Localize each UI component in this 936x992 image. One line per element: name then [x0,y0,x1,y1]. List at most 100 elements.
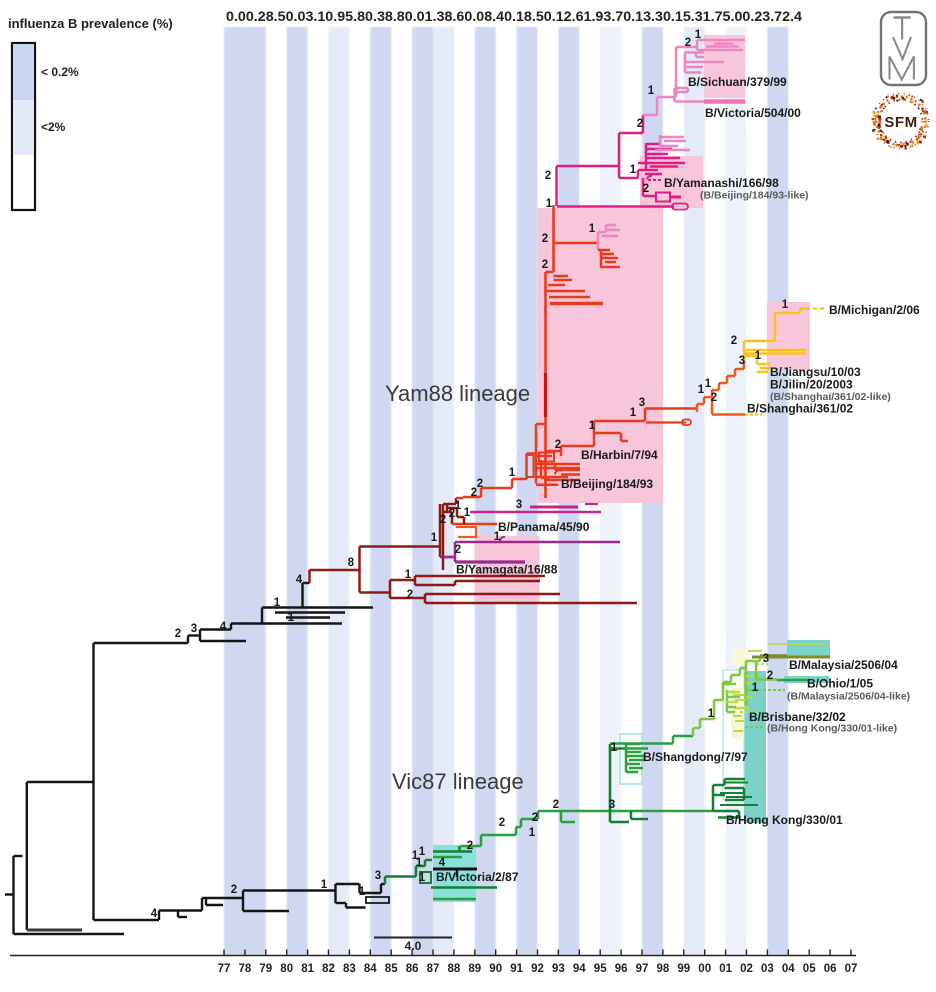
svg-text:81: 81 [301,963,314,975]
svg-text:1: 1 [630,407,637,419]
svg-text:1: 1 [431,532,438,544]
svg-text:8: 8 [348,557,355,569]
svg-text:0.00.28.50.03.10.95.80.38.80.0: 0.00.28.50.03.10.95.80.38.80.01.38.60.08… [226,8,802,24]
svg-text:79: 79 [259,963,272,975]
svg-text:3: 3 [739,355,745,367]
svg-text:1: 1 [321,879,328,891]
svg-text:4: 4 [296,574,303,586]
svg-text:85: 85 [385,963,398,975]
svg-text:1: 1 [782,299,789,311]
svg-text:05: 05 [803,963,816,975]
svg-text:91: 91 [510,963,523,975]
svg-text:2: 2 [637,118,643,130]
svg-text:1: 1 [455,500,462,512]
svg-text:3: 3 [639,397,645,409]
svg-text:1: 1 [405,569,412,581]
svg-text:B/Yamanashi/166/98: B/Yamanashi/166/98 [664,176,779,190]
svg-text:2: 2 [685,37,691,49]
svg-text:1: 1 [509,467,516,479]
svg-text:1: 1 [705,378,712,390]
svg-text:2: 2 [542,259,548,271]
svg-text:99: 99 [677,963,690,975]
svg-text:4.0: 4.0 [405,939,422,953]
svg-text:86: 86 [406,963,419,975]
svg-text:B/Harbin/7/94: B/Harbin/7/94 [581,448,658,462]
svg-text:2: 2 [471,487,477,499]
svg-text:3: 3 [609,799,615,811]
svg-text:< 0.2%: < 0.2% [41,65,79,79]
svg-text:95: 95 [594,963,607,975]
svg-text:2: 2 [499,817,505,829]
svg-text:96: 96 [615,963,628,975]
svg-text:4: 4 [220,621,227,633]
svg-text:B/Beijing/184/93: B/Beijing/184/93 [561,477,653,491]
svg-text:1: 1 [698,384,705,396]
svg-text:84: 84 [364,963,377,975]
svg-text:B/Michigan/2/06: B/Michigan/2/06 [829,303,920,317]
svg-text:1: 1 [589,223,596,235]
svg-text:1: 1 [752,682,759,694]
svg-text:(B/Hong Kong/330/01-like): (B/Hong Kong/330/01-like) [767,723,897,735]
svg-text:B/Ohio/1/05: B/Ohio/1/05 [807,677,873,691]
svg-text:2: 2 [467,840,473,852]
svg-text:1: 1 [546,198,553,210]
svg-text:3: 3 [516,499,522,511]
svg-text:3: 3 [191,623,197,635]
svg-text:B/Victoria/2/87: B/Victoria/2/87 [436,870,519,884]
svg-text:80: 80 [280,963,293,975]
svg-text:1: 1 [359,886,366,898]
svg-text:78: 78 [239,963,252,975]
svg-text:1: 1 [589,420,596,432]
svg-text:(B/Malaysia/2506/04-like): (B/Malaysia/2506/04-like) [787,691,910,703]
svg-text:83: 83 [343,963,356,975]
svg-text:B/Jilin/20/2003: B/Jilin/20/2003 [770,378,853,392]
svg-text:2: 2 [555,439,561,451]
svg-text:4: 4 [439,857,446,869]
svg-text:B/Panama/45/90: B/Panama/45/90 [498,520,590,534]
svg-text:4: 4 [151,908,158,920]
svg-text:01: 01 [719,963,732,975]
svg-text:2: 2 [731,335,737,347]
svg-text:1: 1 [755,350,762,362]
svg-text:B/Yamagata/16/88: B/Yamagata/16/88 [456,563,558,577]
svg-text:2: 2 [440,514,446,526]
svg-text:1: 1 [274,597,281,609]
svg-text:2: 2 [767,670,773,682]
svg-text:1: 1 [419,872,426,884]
svg-text:Vic87 lineage: Vic87 lineage [392,769,524,794]
svg-text:90: 90 [489,963,502,975]
svg-text:B/Malaysia/2506/04: B/Malaysia/2506/04 [789,658,898,672]
svg-text:3: 3 [375,870,381,882]
svg-text:<2%: <2% [41,120,66,134]
svg-text:2: 2 [231,884,237,896]
svg-text:94: 94 [573,963,586,975]
svg-text:2: 2 [175,628,181,640]
svg-text:92: 92 [531,963,544,975]
svg-text:B/Hong Kong/330/01: B/Hong Kong/330/01 [726,813,843,827]
svg-text:influenza B prevalence (%): influenza B prevalence (%) [8,16,173,31]
svg-text:SFM: SFM [884,114,917,131]
svg-text:93: 93 [552,963,565,975]
svg-text:2: 2 [542,233,548,245]
svg-text:82: 82 [322,963,335,975]
svg-text:2: 2 [711,392,717,404]
svg-text:1: 1 [708,708,715,720]
svg-text:98: 98 [657,963,670,975]
svg-text:2: 2 [532,812,538,824]
svg-text:77: 77 [218,963,231,975]
svg-text:04: 04 [782,963,795,975]
svg-text:2: 2 [449,508,455,520]
svg-text:2: 2 [407,589,413,601]
svg-text:1: 1 [630,164,637,176]
svg-text:(B/Shanghai/361/02-like): (B/Shanghai/361/02-like) [770,391,891,403]
svg-text:1: 1 [419,846,426,858]
svg-text:B/Jiangsu/10/03: B/Jiangsu/10/03 [770,365,861,379]
svg-text:1: 1 [648,85,655,97]
svg-text:1: 1 [494,531,501,543]
svg-text:87: 87 [427,963,440,975]
svg-text:89: 89 [468,963,481,975]
svg-text:06: 06 [824,963,837,975]
svg-text:3: 3 [763,653,769,665]
svg-text:1: 1 [529,827,536,839]
svg-text:2: 2 [545,170,551,182]
